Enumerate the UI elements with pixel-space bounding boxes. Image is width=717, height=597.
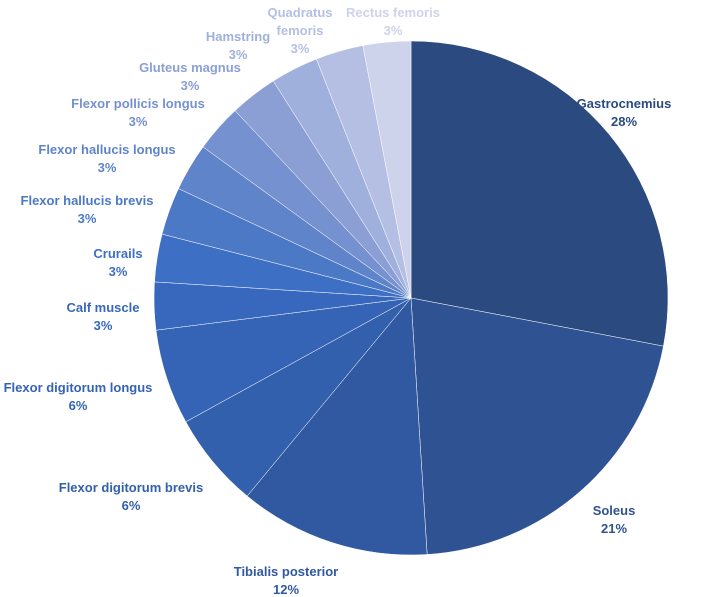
pie-label-percent: 6% xyxy=(69,398,88,413)
pie-label-percent: 3% xyxy=(384,23,403,38)
pie-label-4: Flexor digitorum longus 6% xyxy=(4,380,153,413)
pie-label-0: Gastrocnemius 28% xyxy=(577,96,672,129)
pie-label-percent: 28% xyxy=(611,114,637,129)
pie-label-name: Flexor pollicis longus xyxy=(71,96,205,111)
pie-slices xyxy=(153,40,669,556)
pie-label-name: Gluteus magnus xyxy=(139,60,241,75)
pie-label-percent: 3% xyxy=(94,318,113,333)
pie-label-13: Rectus femoris 3% xyxy=(346,5,440,38)
pie-label-percent: 6% xyxy=(122,498,141,513)
pie-label-1: Soleus 21% xyxy=(593,503,636,536)
pie-label-percent: 3% xyxy=(109,264,128,279)
pie-slice-13 xyxy=(362,40,412,299)
pie-label-percent: 3% xyxy=(129,114,148,129)
pie-label-8: Flexor hallucis longus 3% xyxy=(38,142,175,175)
pie-label-name: Gastrocnemius xyxy=(577,96,672,111)
pie-label-name: Tibialis posterior xyxy=(234,564,339,579)
pie-label-7: Flexor hallucis brevis 3% xyxy=(21,193,154,226)
pie-label-percent: 3% xyxy=(229,47,248,62)
pie-label-name: Rectus femoris xyxy=(346,5,440,20)
pie-label-name: femoris xyxy=(277,23,324,38)
pie-label-name: Crurails xyxy=(93,246,142,261)
pie-label-name: Flexor hallucis longus xyxy=(38,142,175,157)
pie-label-percent: 12% xyxy=(273,582,299,597)
pie-label-percent: 21% xyxy=(601,521,627,536)
pie-label-percent: 3% xyxy=(98,160,117,175)
pie-label-11: Hamstring 3% xyxy=(206,29,270,62)
pie-label-name: Quadratus xyxy=(267,5,332,20)
pie-label-name: Soleus xyxy=(593,503,636,518)
pie-label-12: Quadratus femoris 3% xyxy=(267,5,332,56)
pie-label-3: Flexor digitorum brevis 6% xyxy=(59,480,203,513)
pie-label-6: Crurails 3% xyxy=(93,246,142,279)
pie-label-5: Calf muscle 3% xyxy=(67,300,140,333)
pie-label-name: Flexor hallucis brevis xyxy=(21,193,154,208)
pie-label-9: Flexor pollicis longus 3% xyxy=(71,96,205,129)
pie-label-name: Hamstring xyxy=(206,29,270,44)
pie-labels: Gastrocnemius 28% Soleus 21% Tibialis poster… xyxy=(4,5,672,597)
pie-label-name: Calf muscle xyxy=(67,300,140,315)
pie-label-percent: 3% xyxy=(181,78,200,93)
pie-label-10: Gluteus magnus 3% xyxy=(139,60,241,93)
pie-label-name: Flexor digitorum brevis xyxy=(59,480,203,495)
pie-label-percent: 3% xyxy=(291,41,310,56)
pie-slice-1 xyxy=(410,297,664,555)
pie-slice-0 xyxy=(410,40,669,347)
pie-label-2: Tibialis posterior 12% xyxy=(234,564,339,597)
pie-slice-2 xyxy=(246,297,428,556)
pie-label-percent: 3% xyxy=(78,211,97,226)
pie-label-name: Flexor digitorum longus xyxy=(4,380,153,395)
